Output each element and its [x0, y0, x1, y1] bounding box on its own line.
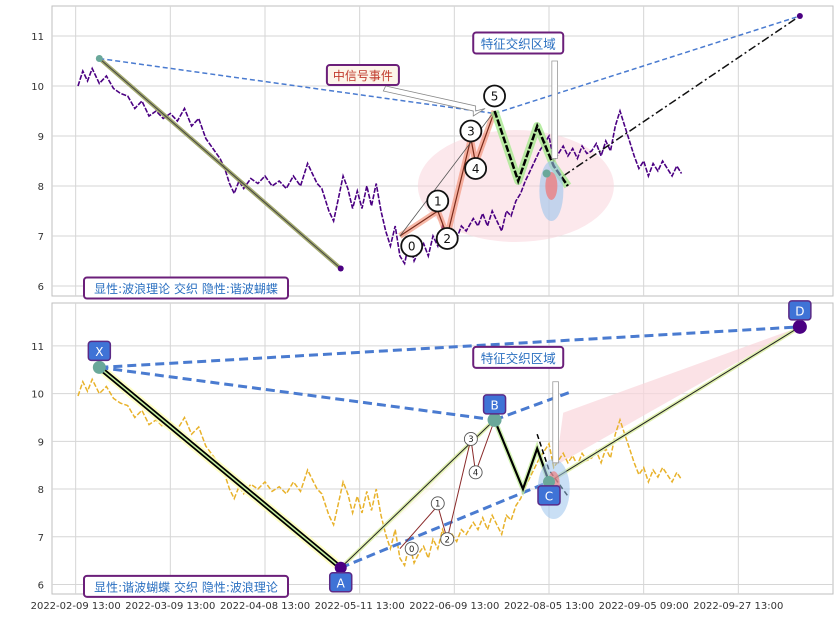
bottom-point-d-marker — [792, 319, 807, 334]
top-point-a — [337, 265, 344, 272]
x-tick-label: 2022-09-27 13:00 — [693, 601, 783, 612]
bottom-xb-dashed — [99, 365, 495, 422]
top-point-d — [796, 13, 803, 19]
x-tick-label: 2022-09-05 09:00 — [599, 601, 689, 612]
x-tick-label: 2022-03-09 13:00 — [125, 601, 215, 612]
top-point-x — [95, 55, 103, 62]
top-legend-box — [83, 276, 289, 300]
bottom-point-b-marker — [487, 412, 502, 427]
bottom-xa-core — [98, 366, 342, 569]
bottom-zone-label: 特征交织区域 — [481, 351, 556, 366]
top-wave-line — [399, 110, 496, 239]
top-y-tick-label: 9 — [38, 132, 44, 143]
x-tick-label: 2022-04-08 13:00 — [220, 601, 310, 612]
top-wave-marker-4 — [464, 157, 488, 180]
bottom-point-label-d: D — [795, 304, 804, 318]
bottom-point-x-marker — [92, 360, 106, 374]
bottom-wave-label-1: 1 — [435, 500, 440, 510]
bottom-wave-label-0: 0 — [409, 545, 414, 555]
bottom-point-box-b — [482, 394, 507, 415]
bottom-y-tick-label: 7 — [38, 533, 44, 544]
x-axis: 2022-02-09 13:00 2022-03-09 13:00 2022-04-… — [31, 601, 784, 612]
bottom-xd-dashed — [99, 325, 800, 369]
top-y-tick-label: 10 — [31, 82, 44, 93]
bottom-wave-line — [399, 419, 496, 550]
top-xa-leg-core — [99, 58, 342, 269]
bottom-point-a-marker — [334, 561, 347, 574]
top-signal-arrow — [382, 85, 486, 117]
bottom-point-label-a: A — [337, 576, 346, 590]
top-y-tick-label: 11 — [31, 32, 44, 43]
bottom-point-label-c: C — [545, 489, 553, 503]
top-wave-marker-1 — [426, 189, 450, 213]
top-wave-marker-5 — [483, 84, 506, 108]
top-bd-dashed — [494, 15, 801, 115]
bottom-point-label-x: X — [95, 345, 103, 359]
top-zone-label-box — [472, 31, 565, 55]
bottom-point-box-x — [87, 340, 112, 362]
bottom-wave-marker-1 — [430, 496, 445, 511]
bottom-wave-marker-0 — [404, 541, 419, 556]
top-wave-label-4: 4 — [472, 162, 480, 176]
bottom-wave-label-2: 2 — [445, 535, 450, 545]
top-wave-label-0: 0 — [408, 240, 416, 254]
top-wave-marker-3 — [459, 119, 483, 143]
top-point-c — [542, 169, 551, 178]
bottom-point-box-d — [788, 300, 812, 321]
bottom-y-tick-label: 11 — [31, 342, 44, 353]
bottom-wave-label-3: 3 — [468, 435, 473, 445]
bottom-wave-label-4: 4 — [473, 469, 478, 479]
top-wave-label-2: 2 — [443, 232, 451, 246]
bottom-point-c-marker — [543, 475, 555, 488]
bottom-y-tick-label: 8 — [38, 485, 44, 496]
top-arrow-vertical — [551, 60, 558, 159]
bottom-y-tick-label: 9 — [38, 437, 44, 448]
bottom-y-tick-label: 6 — [38, 580, 44, 591]
bottom-wave-marker-2 — [440, 532, 455, 547]
top-signal-label-box — [325, 64, 400, 86]
top-wave-marker-0 — [400, 234, 424, 258]
bottom-bc-leg — [493, 419, 551, 493]
top-wave-label-1: 1 — [434, 195, 442, 209]
top-legend-label: 显性:波浪理论 交织 隐性:谐波蝴蝶 — [94, 281, 278, 296]
top-wave-label-5: 5 — [491, 90, 499, 104]
x-tick-label: 2022-06-09 13:00 — [409, 601, 499, 612]
bottom-legend-label: 显性:谐波蝴蝶 交织 隐性:波浪理论 — [94, 579, 278, 594]
bottom-cd-leg — [548, 326, 801, 483]
top-y-tick-label: 7 — [38, 232, 44, 243]
top-wave-marker-2 — [435, 227, 459, 250]
bottom-y-tick-label: 10 — [31, 390, 44, 401]
top-target-core — [545, 172, 558, 200]
top-y-tick-label: 6 — [38, 282, 44, 293]
bottom-point-label-b: B — [490, 398, 498, 412]
bottom-wave-marker-4 — [468, 465, 483, 480]
bottom-wave-marker-3 — [463, 432, 478, 446]
top-y-tick-label: 8 — [38, 182, 44, 193]
bottom-plot-area — [51, 302, 834, 595]
x-tick-label: 2022-08-05 13:00 — [504, 601, 594, 612]
bottom-point-box-a — [328, 572, 353, 593]
top-wave-label-3: 3 — [467, 125, 475, 139]
top-zone-label: 特征交织区域 — [481, 37, 556, 52]
x-tick-label: 2022-02-09 13:00 — [31, 601, 121, 612]
bottom-ac-dashed — [340, 480, 550, 570]
bottom-cd-region — [556, 326, 800, 466]
top-xb-dashed — [99, 57, 495, 115]
bottom-zone-label-box — [472, 345, 565, 369]
top-signal-label: 中信号事件 — [333, 68, 393, 83]
bottom-point-box-c — [537, 485, 561, 506]
bottom-legend-box — [83, 574, 289, 598]
bottom-arrow-vertical — [552, 381, 559, 464]
x-tick-label: 2022-05-11 13:00 — [315, 601, 405, 612]
